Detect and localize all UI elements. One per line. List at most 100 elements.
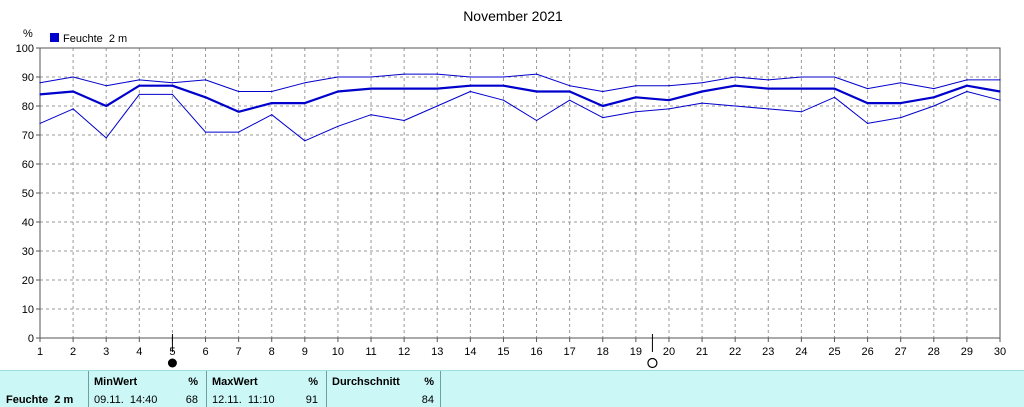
x-tick-label: 7 bbox=[236, 346, 242, 358]
data-point-avg bbox=[569, 90, 571, 93]
stats-avg-value: 84 bbox=[421, 394, 434, 406]
data-point-avg bbox=[734, 85, 736, 87]
grid bbox=[40, 48, 1000, 338]
data-point-max bbox=[635, 85, 637, 87]
stats-divider bbox=[326, 371, 327, 407]
data-point-avg bbox=[866, 102, 869, 104]
data-point-avg bbox=[171, 85, 174, 87]
x-tick-label: 29 bbox=[961, 346, 973, 358]
stats-max-label: MaxWert bbox=[212, 376, 258, 388]
y-tick-label: 70 bbox=[22, 130, 34, 142]
data-point-max bbox=[900, 82, 902, 84]
stats-max-unit: % bbox=[308, 376, 318, 388]
data-point-avg bbox=[535, 90, 538, 93]
data-point-max bbox=[602, 90, 604, 93]
stats-avg: Durchschnitt % 84 bbox=[326, 371, 440, 407]
data-point-min bbox=[833, 96, 836, 98]
y-tick-label: 10 bbox=[22, 304, 34, 316]
series-line-avg bbox=[39, 84, 1001, 113]
data-point-min bbox=[370, 114, 372, 116]
x-tick-label: 8 bbox=[269, 346, 275, 358]
full-moon-icon bbox=[647, 357, 658, 369]
data-point-max bbox=[238, 90, 240, 93]
data-point-min bbox=[701, 102, 703, 104]
y-tick-label: 0 bbox=[28, 333, 34, 345]
data-point-max bbox=[171, 82, 174, 84]
data-point-min bbox=[999, 99, 1001, 101]
x-tick-label: 16 bbox=[530, 346, 542, 358]
data-point-max bbox=[569, 85, 571, 87]
legend: Feuchte 2 m bbox=[50, 33, 127, 45]
data-point-max bbox=[337, 76, 339, 78]
data-point-min bbox=[734, 105, 736, 107]
series-line-max bbox=[39, 73, 1000, 92]
x-tick-label: 12 bbox=[398, 346, 410, 358]
data-point-min bbox=[238, 131, 240, 133]
stats-min-unit: % bbox=[188, 376, 198, 388]
x-tick-label: 26 bbox=[861, 346, 873, 358]
data-point-max bbox=[999, 79, 1001, 81]
data-point-min bbox=[72, 108, 74, 110]
series-lines bbox=[39, 73, 1001, 142]
y-tick-label: 40 bbox=[22, 217, 34, 229]
data-point-max bbox=[767, 79, 769, 81]
data-point-min bbox=[469, 90, 471, 93]
x-tick-label: 21 bbox=[696, 346, 708, 358]
data-point-min bbox=[866, 122, 869, 124]
y-tick-label: 90 bbox=[22, 72, 34, 84]
data-point-avg bbox=[105, 105, 107, 107]
moon-phases bbox=[167, 334, 658, 369]
x-tick-label: 17 bbox=[564, 346, 576, 358]
data-point-max bbox=[271, 90, 273, 93]
data-point-min bbox=[39, 122, 41, 124]
data-point-min bbox=[337, 125, 339, 127]
x-tick-label: 25 bbox=[828, 346, 840, 358]
data-point-min bbox=[403, 119, 405, 122]
data-point-max bbox=[701, 82, 703, 84]
data-point-max bbox=[933, 88, 935, 90]
data-point-max bbox=[304, 82, 306, 84]
data-point-avg bbox=[933, 96, 935, 98]
x-tick-label: 27 bbox=[895, 346, 907, 358]
data-point-avg bbox=[304, 102, 306, 104]
data-point-max bbox=[403, 73, 405, 75]
x-tick-label: 9 bbox=[302, 346, 308, 358]
data-point-avg bbox=[635, 96, 637, 98]
data-point-max bbox=[72, 76, 74, 78]
stats-max-value: 91 bbox=[305, 394, 318, 406]
data-point-min bbox=[800, 111, 802, 113]
y-axis-unit: % bbox=[23, 28, 33, 40]
data-point-avg bbox=[469, 85, 471, 87]
data-point-avg bbox=[39, 93, 41, 95]
data-point-max bbox=[734, 76, 736, 78]
x-tick-label: 18 bbox=[597, 346, 609, 358]
stats-max-datetime: 12.11. 11:10 bbox=[212, 394, 275, 406]
y-axis: 0 10 20 30 40 50 60 70 80 90 100 bbox=[16, 43, 40, 345]
humidity-chart: November 2021 % Feuchte 2 m 0 10 20 30 40 50 6… bbox=[16, 8, 1006, 369]
x-tick-label: 4 bbox=[136, 346, 142, 358]
stats-min: MinWert % 09.11. 14:40 68 bbox=[88, 371, 206, 407]
stats-divider bbox=[206, 371, 207, 407]
data-point-avg bbox=[337, 90, 339, 93]
y-tick-label: 60 bbox=[22, 159, 34, 171]
legend-swatch bbox=[50, 33, 59, 42]
data-point-max bbox=[535, 73, 538, 75]
stats-sensor-name: Feuchte 2 m bbox=[6, 394, 74, 406]
data-point-max bbox=[502, 76, 505, 78]
x-tick-label: 20 bbox=[663, 346, 675, 358]
x-tick-label: 28 bbox=[928, 346, 940, 358]
new-moon-icon bbox=[167, 358, 177, 368]
data-point-min bbox=[933, 105, 935, 107]
data-point-max bbox=[436, 73, 438, 75]
data-point-max bbox=[800, 76, 802, 78]
y-tick-label: 30 bbox=[22, 246, 34, 258]
data-point-min bbox=[204, 131, 207, 133]
data-point-max bbox=[866, 88, 869, 90]
x-axis: 1234567891011121314151617181920212223242… bbox=[37, 338, 1006, 358]
stats-avg-label: Durchschnitt bbox=[332, 376, 400, 388]
data-point-avg bbox=[138, 85, 140, 87]
data-point-min bbox=[105, 137, 107, 139]
x-tick-label: 1 bbox=[37, 346, 43, 358]
data-point-min bbox=[171, 93, 174, 95]
data-point-avg bbox=[999, 90, 1001, 93]
